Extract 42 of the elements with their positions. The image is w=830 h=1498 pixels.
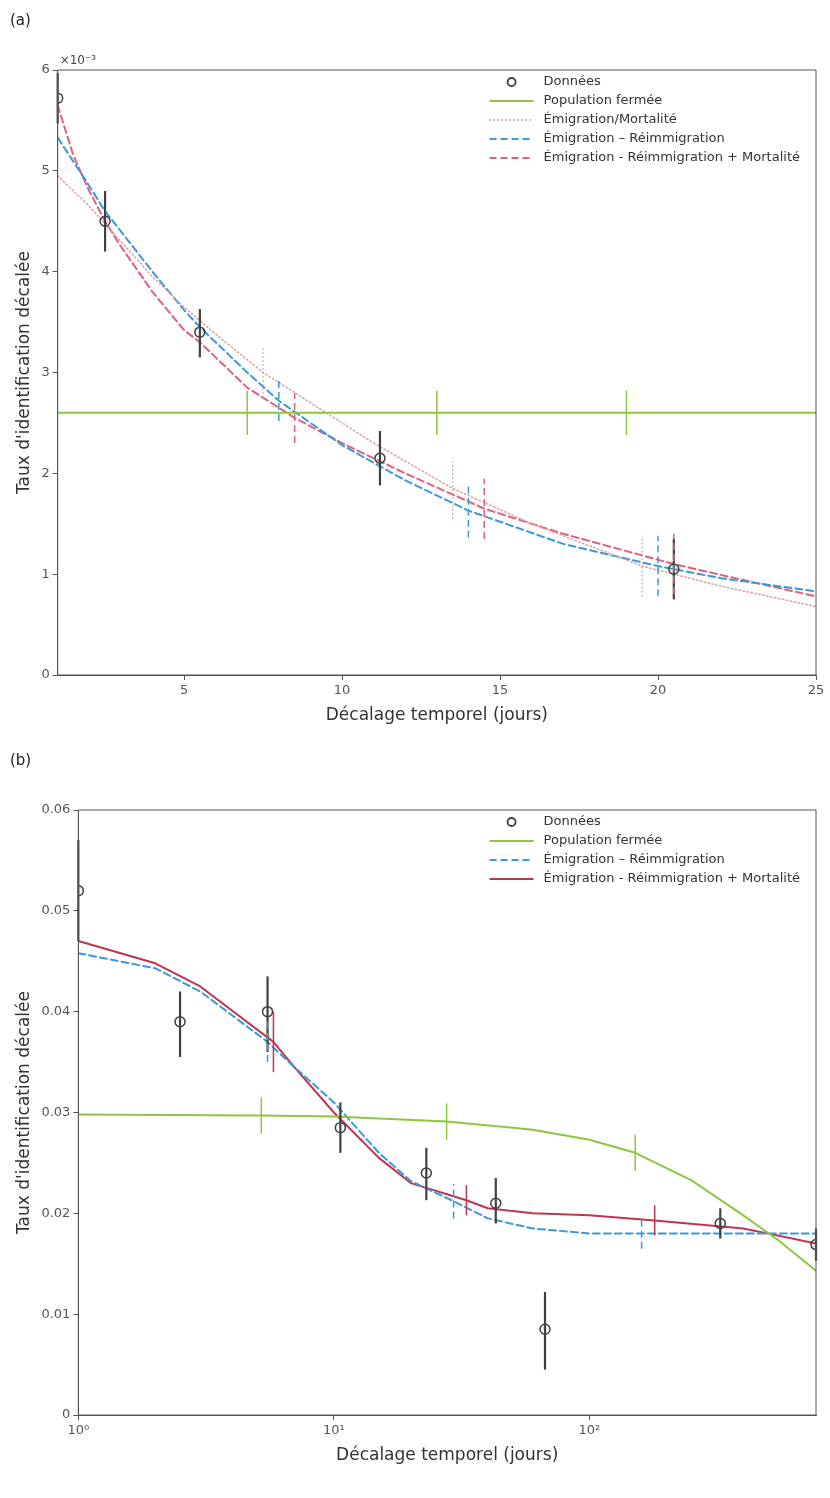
y-tick-label: 3 (41, 363, 50, 379)
x-tick-label: 10² (578, 1422, 601, 1438)
y-tick-label: 0.02 (41, 1204, 71, 1220)
legend-label: Données (543, 813, 602, 829)
x-tick-label: 10⁰ (67, 1422, 90, 1438)
x-axis-title: Décalage temporel (jours) (336, 1444, 559, 1465)
point (374, 452, 386, 464)
y-tick-label: 0.05 (41, 902, 71, 918)
x-tick-label: 10¹ (323, 1422, 345, 1438)
y-tick-label: 0.03 (41, 1103, 71, 1119)
x-tick-label: 5 (179, 682, 189, 698)
point (99, 215, 111, 227)
y-tick-label: 2 (41, 464, 50, 480)
y-tick-label: 5 (41, 162, 50, 178)
legend-label: Émigration - Réimmigration + Mortalité (543, 870, 801, 886)
legend-label: Données (543, 73, 602, 89)
y-tick-label: 6 (41, 61, 50, 77)
x-tick-label: 15 (491, 682, 509, 698)
legend-label: Population fermée (543, 832, 663, 848)
chart-title: (a) (10, 10, 31, 29)
legend-label: Émigration/Mortalité (543, 111, 677, 127)
chart-title: (b) (10, 750, 32, 769)
legend-label: Émigration - Réimmigration + Mortalité (543, 149, 801, 165)
legend-label: Émigration – Réimmigration (543, 851, 725, 867)
y-tick-label: 0.06 (41, 801, 71, 817)
x-tick-label: 25 (807, 682, 825, 698)
y-tick-label: 0 (41, 666, 50, 682)
y-tick-label: 0 (62, 1406, 71, 1422)
legend-label: Émigration – Réimmigration (543, 130, 725, 146)
y-axis-title: Taux d'identification décalée (12, 991, 33, 1235)
y-tick-label: 0.01 (41, 1305, 71, 1321)
point (668, 563, 680, 575)
text: ×10⁻³ (59, 53, 97, 68)
y-tick-label: 1 (41, 565, 50, 581)
point (194, 326, 206, 338)
y-tick-label: 0.04 (41, 1003, 71, 1019)
legend-label: Population fermée (543, 92, 663, 108)
x-tick-label: 10 (333, 682, 351, 698)
x-axis-title: Décalage temporel (jours) (325, 704, 548, 725)
y-axis-title: Taux d'identification décalée (12, 251, 33, 495)
y-tick-label: 4 (41, 263, 50, 279)
x-tick-label: 20 (649, 682, 667, 698)
